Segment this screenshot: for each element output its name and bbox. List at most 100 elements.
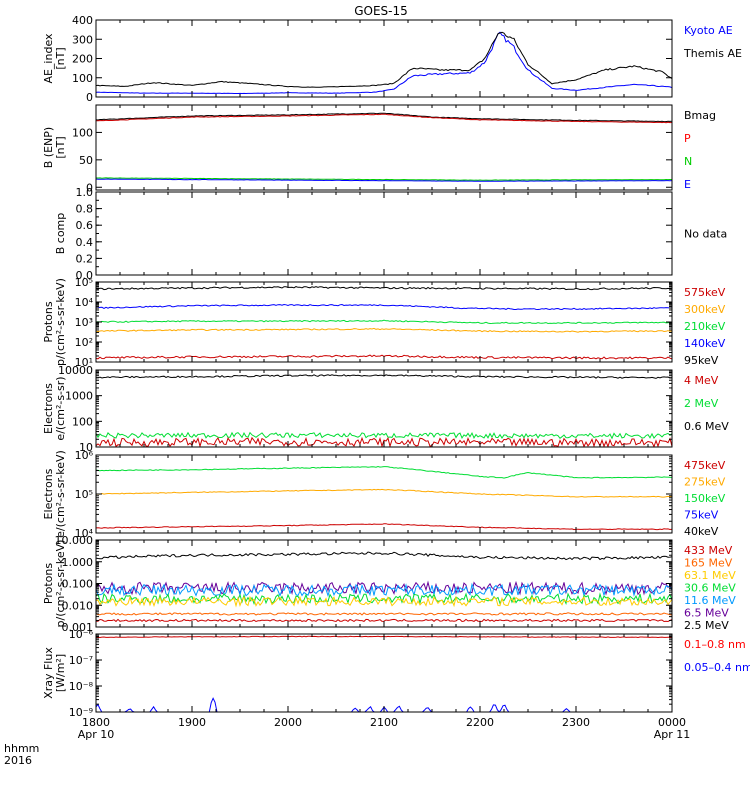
y-tick-label-ae-2: 200: [72, 53, 93, 66]
y-tick-label-bfield-0: 0: [86, 181, 93, 194]
panel-electrons_kev: 10⁴ 10⁵ 10⁶ Electrons e/(cm²-s-sr-keV) 475keV…: [42, 449, 726, 540]
y-tick-label-bfield-1: 50: [79, 154, 93, 167]
x-tick-sublabel-6: Apr 11: [654, 728, 691, 741]
y-tick-label-ae-3: 300: [72, 33, 93, 46]
legend-entry-electrons_mev-0: 4 MeV: [684, 374, 719, 387]
x-tick-label-1: 1900: [178, 716, 206, 729]
legend-entry-electrons_mev-2: 0.6 MeV: [684, 420, 729, 433]
y-axis-label-electrons_mev-0: Electrons: [42, 383, 55, 434]
legend-entry-electrons_kev-3: 75keV: [684, 509, 719, 522]
y-axis-label-xray-1: [W/m²]: [54, 654, 67, 692]
series-line-bfield-0: [96, 112, 672, 123]
y-tick-label-protons_low-4: 10⁵: [75, 276, 93, 289]
legend-entry-protons_low-0: 575keV: [684, 286, 726, 299]
legend-entry-xray-1: 0.05–0.4 nm: [684, 661, 750, 674]
y-tick-label-bcomp-0: 0.0: [76, 269, 94, 282]
series-line-protons_low-1: [96, 303, 672, 311]
y-tick-label-protons_high-0: 0.001: [62, 621, 94, 634]
legend-entry-bfield-2: N: [684, 155, 692, 168]
legend-entry-ae-0: Kyoto AE: [684, 24, 733, 37]
panel-bcomp: 0.0 0.2 0.4 0.6 0.8 1.0 B comp No data: [54, 186, 727, 282]
y-tick-label-bfield-2: 100: [72, 126, 93, 139]
series-line-electrons_kev-1: [96, 488, 672, 498]
legend-entry-protons_high-0: 433 MeV: [684, 544, 733, 557]
panel-ae-series: [96, 31, 672, 95]
y-tick-label-bcomp-2: 0.4: [76, 236, 94, 249]
panel-protons_low-frame: [95, 281, 673, 363]
legend-entry-xray-0: 0.1–0.8 nm: [684, 638, 746, 651]
y-axis-label-protons_low-1: p/(cm²-s-sr-keV): [54, 278, 67, 366]
y-tick-label-protons_high-4: 10.000: [55, 534, 94, 547]
y-tick-label-electrons_kev-1: 10⁵: [75, 488, 93, 501]
y-tick-label-electrons_mev-0: 10: [79, 441, 93, 454]
y-tick-label-protons_low-3: 10⁴: [75, 296, 94, 309]
series-line-protons_high-0: [96, 551, 672, 561]
panel-protons_low-series: [96, 286, 672, 360]
y-axis-label-electrons_kev-0: Electrons: [42, 468, 55, 519]
y-axis-label-electrons_kev-1: e/(cm²-s-sr-keV): [54, 450, 67, 538]
series-line-bfield-1: [96, 113, 672, 124]
y-tick-label-ae-0: 0: [86, 91, 93, 104]
y-tick-label-electrons_kev-0: 10⁴: [75, 527, 94, 540]
legend-entry-protons_high-1: 165 MeV: [684, 557, 733, 570]
panel-bcomp-frame: [95, 191, 673, 276]
x-tick-label-4: 2200: [466, 716, 494, 729]
legend-entry-protons_high-6: 2.5 MeV: [684, 619, 729, 632]
x-tick-label-6: 0000: [658, 716, 686, 729]
legend-entry-protons_high-4: 11.6 MeV: [684, 594, 736, 607]
series-line-protons_high-2: [96, 582, 672, 598]
legend-entry-protons_low-4: 95keV: [684, 354, 719, 367]
x-tick-label-3: 2100: [370, 716, 398, 729]
y-tick-label-ae-1: 100: [72, 72, 93, 85]
panel-protons_high: 0.001 0.010 0.100 1.000 10.000 Protons p/(cm²-…: [42, 534, 736, 634]
legend-entry-electrons_kev-0: 475keV: [684, 459, 726, 472]
y-tick-label-electrons_mev-1: 100: [72, 415, 93, 428]
legend-entry-protons_low-2: 210keV: [684, 320, 726, 333]
series-line-electrons_mev-1: [96, 431, 672, 440]
series-line-electrons_kev-0: [96, 465, 672, 479]
y-tick-label-xray-2: 10⁻⁷: [69, 654, 93, 667]
y-axis-label-protons_low-0: Protons: [42, 301, 55, 342]
legend-entry-bcomp-0: No data: [684, 228, 727, 241]
y-tick-label-protons_high-2: 0.100: [62, 578, 94, 591]
panel-electrons_mev-series: [96, 374, 672, 447]
y-tick-label-protons_high-3: 1.000: [62, 556, 94, 569]
legend-entry-protons_high-2: 63.1 MeV: [684, 569, 736, 582]
y-tick-label-bcomp-1: 0.2: [76, 252, 94, 265]
y-axis-label-protons_high-0: Protons: [42, 563, 55, 604]
y-tick-label-protons_low-2: 10³: [75, 316, 93, 329]
y-tick-label-electrons_kev-2: 10⁶: [75, 449, 94, 462]
panel-electrons_kev-series: [96, 465, 672, 531]
legend-entry-electrons_kev-4: 40keV: [684, 525, 719, 538]
legend-entry-protons_high-5: 6.5 MeV: [684, 607, 729, 620]
legend-entry-bfield-0: Bmag: [684, 109, 716, 122]
y-axis-label-ae-0: AE_index: [42, 33, 55, 84]
panel-ae-frame: [95, 19, 673, 98]
y-tick-label-bcomp-5: 1.0: [76, 186, 94, 199]
y-tick-label-electrons_mev-3: 10000: [58, 364, 93, 377]
x-tick-label-5: 2300: [562, 716, 590, 729]
y-tick-label-xray-3: 10⁻⁶: [69, 628, 94, 641]
y-axis-label-bfield-1: [nT]: [54, 136, 67, 158]
panel-bfield: 0 50 100 B (ENP) [nT] Bmag PNE: [42, 104, 716, 194]
series-line-bfield-3: [96, 178, 672, 182]
y-tick-label-bcomp-4: 0.8: [76, 203, 94, 216]
x-tick-label-2: 2000: [274, 716, 302, 729]
legend-entry-electrons_kev-1: 275keV: [684, 476, 726, 489]
panel-bfield-series: [96, 112, 672, 182]
y-tick-label-xray-1: 10⁻⁸: [69, 680, 94, 693]
legend-entry-bfield-1: P: [684, 132, 691, 145]
series-line-ae-1: [96, 31, 672, 88]
legend-entry-protons_high-3: 30.6 MeV: [684, 582, 736, 595]
y-tick-label-electrons_mev-2: 1000: [65, 390, 93, 403]
panel-protons_high-series: [96, 551, 672, 623]
y-axis-label-electrons_mev-1: e/(cm²-s-sr): [54, 376, 67, 440]
series-line-protons_low-3: [96, 327, 672, 333]
time-axis-corner-label-hhmm: hhmm: [4, 742, 39, 755]
y-tick-label-protons_low-0: 10¹: [75, 356, 93, 369]
panel-xray: 10⁻⁹ 10⁻⁸ 10⁻⁷ 10⁻⁶ Xray Flux [W/m²] 0.1–0.8 n…: [42, 628, 750, 719]
legend-entry-ae-1: Themis AE: [683, 47, 742, 60]
y-tick-label-protons_high-1: 0.010: [62, 599, 94, 612]
y-axis-label-xray-0: Xray Flux: [42, 647, 55, 699]
